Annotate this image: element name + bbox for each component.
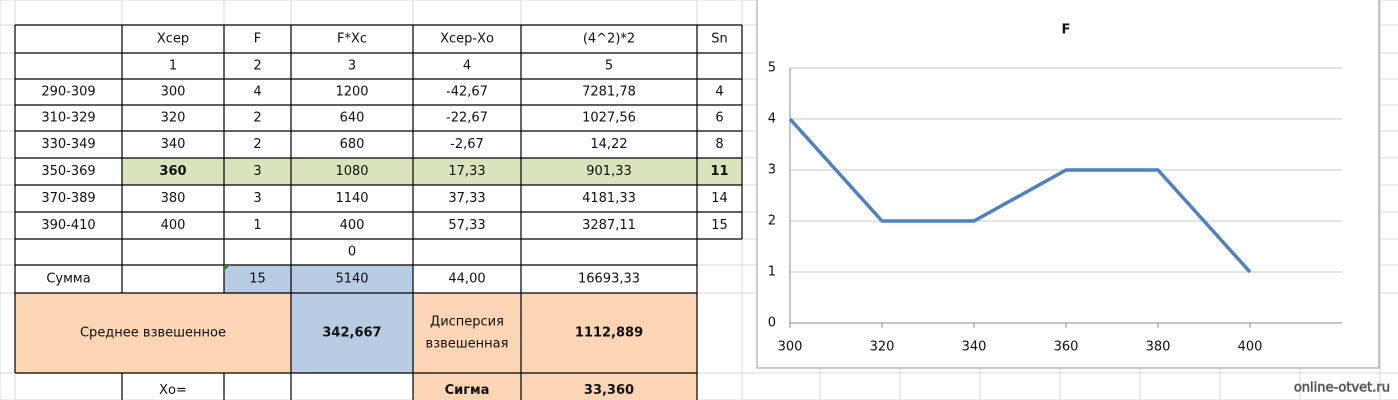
cell-text: Сигма [445,383,490,398]
cell-text: Дисперсия [430,315,504,330]
cell-text: 680 [340,137,365,152]
cell-text: 400 [340,218,365,233]
cell-text: 310-329 [41,111,95,126]
cell-text: 370-389 [41,191,95,206]
dispersion-cell [413,293,697,373]
cell-text: 3 [348,59,356,74]
cell-text: 1027,56 [582,111,636,126]
chart-area [756,0,1380,369]
cell-text: 17,33 [448,164,485,179]
cell-text: 14 [711,191,728,206]
cell-text: 4 [715,85,723,100]
cell-text: F [254,32,261,47]
cell-text: (4^2)*2 [583,32,635,47]
cell-text: 400 [161,218,186,233]
cell-text: 4181,33 [582,191,636,206]
cell-text: Хсер-Хо [440,32,494,47]
y-tick-label: 0 [768,316,776,331]
cell-text: 0 [348,245,356,260]
y-tick-label: 4 [768,112,776,127]
cell-text: 342,667 [322,326,381,341]
cell-text: F*Хс [337,32,367,47]
x-tick-label: 300 [778,340,803,355]
y-tick-label: 1 [768,265,776,280]
cell-text: 1200 [335,85,368,100]
cell-text: 1 [253,218,261,233]
cell-text: -22,67 [446,111,488,126]
cell-text: 300 [161,85,186,100]
sum-cell [224,265,413,293]
cell-text: Sn [711,32,728,47]
cell-text: 4 [253,85,261,100]
cell-text: 16693,33 [578,272,640,287]
x-tick-label: 360 [1054,340,1079,355]
cell-text: 320 [161,111,186,126]
chart-title: F [1062,23,1071,38]
y-tick-label: 2 [768,214,776,229]
cell-text: Среднее взвешенное [80,326,226,341]
cell-text: 15 [249,272,266,287]
x-tick-label: 320 [870,340,895,355]
cell-text: 37,33 [448,191,485,206]
cell-text: Сумма [46,272,90,287]
cell-text: 380 [161,191,186,206]
cell-text: 2 [253,111,261,126]
mean-label-cell [15,293,291,373]
cell-text: 640 [340,111,365,126]
cell-text: 390-410 [41,218,95,233]
cell-text: 3287,11 [582,218,636,233]
cell-text: 15 [711,218,728,233]
cell-text: 4 [463,59,471,74]
cell-text: Хсер [157,32,189,47]
cell-text: 340 [161,137,186,152]
cell-text: 57,33 [448,218,485,233]
cell-text: 2 [253,137,261,152]
cell-text: 7281,78 [582,85,636,100]
cell-text: 901,33 [586,164,632,179]
cell-text: взвешенная [426,337,509,352]
cell-text: 6 [715,111,723,126]
cell-text: -42,67 [446,85,488,100]
comment-marker [224,265,230,271]
x-tick-label: 400 [1238,340,1263,355]
cell-text: 330-349 [41,137,95,152]
cell-text: 1140 [335,191,368,206]
cell-text: 33,360 [584,383,634,398]
cell-text: 3 [253,191,261,206]
watermark: online-otvet.ru [1294,381,1390,396]
data-line [788,117,1252,274]
cell-text: 1112,889 [575,326,643,341]
cell-text: 8 [715,137,723,152]
cell-text: 360 [159,164,186,179]
cell-text: 350-369 [41,164,95,179]
y-tick-label: 3 [768,163,776,178]
x-tick-label: 340 [962,340,987,355]
cell-text: 14,22 [590,137,627,152]
sigma-cell [413,373,697,400]
cell-text: 44,00 [448,272,485,287]
y-tick-label: 5 [768,61,776,76]
cell-text: Хо= [159,383,187,398]
x-tick-label: 380 [1146,340,1171,355]
cell-text: 3 [253,164,261,179]
cell-text: 1 [169,59,177,74]
cell-text: 2 [253,59,261,74]
cell-text: 11 [710,164,728,179]
mean-cell [291,293,413,373]
cell-text: 1080 [335,164,368,179]
cell-text: -2,67 [450,137,484,152]
cell-text: 5 [605,59,613,74]
highlight-row [122,158,742,185]
cell-text: 5140 [335,272,368,287]
cell-text: 290-309 [41,85,95,100]
